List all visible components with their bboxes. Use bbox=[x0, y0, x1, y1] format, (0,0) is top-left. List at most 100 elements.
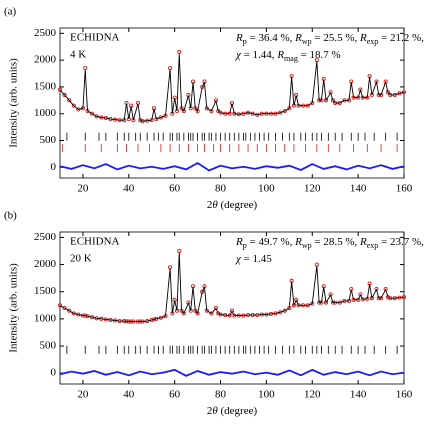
text-run: = 28.5 %, bbox=[312, 236, 360, 248]
text-run: = 18.7 % bbox=[298, 49, 341, 61]
text-run: = 21.2 %, bbox=[378, 32, 424, 44]
text-run: χ bbox=[235, 49, 242, 61]
observed-point bbox=[71, 103, 76, 108]
x-tick-label: 140 bbox=[350, 183, 367, 195]
text-run: R bbox=[359, 236, 367, 248]
text-run: = 23.7 %, bbox=[378, 236, 424, 248]
observed-point bbox=[158, 115, 163, 120]
text-run: exp bbox=[367, 241, 379, 250]
observed-point bbox=[181, 311, 186, 316]
panel-note: ECHIDNA bbox=[70, 32, 120, 44]
text-run: p bbox=[243, 37, 247, 46]
text-run: wp bbox=[302, 37, 312, 46]
text-run: R bbox=[359, 32, 367, 44]
calculated-curve bbox=[59, 252, 405, 323]
x-tick-label: 60 bbox=[169, 183, 181, 195]
observed-point bbox=[229, 308, 235, 313]
x-tick-label: 160 bbox=[396, 183, 413, 195]
observed-point bbox=[181, 108, 186, 114]
y-tick-label: 1500 bbox=[34, 285, 57, 297]
y-tick-label: 1000 bbox=[34, 312, 57, 324]
x-axis-title: 2θ (degree) bbox=[207, 405, 258, 417]
difference-curve bbox=[59, 161, 405, 172]
text-run: R bbox=[235, 32, 243, 44]
observed-point bbox=[57, 87, 63, 92]
text-run: θ bbox=[212, 199, 218, 211]
panel-label: (b) bbox=[4, 210, 17, 222]
text-run: = 1.45 bbox=[241, 253, 272, 265]
text-run: wp bbox=[302, 241, 312, 250]
fit-statistics: χ = 1.45 bbox=[235, 253, 272, 265]
text-run: = 25.5 %, bbox=[312, 32, 360, 44]
fit-statistics: Rp = 36.4 %, Rwp = 25.5 %, Rexp = 21.2 %… bbox=[235, 32, 424, 47]
x-tick-label: 20 bbox=[77, 183, 89, 195]
y-tick-label: 1000 bbox=[34, 107, 57, 119]
x-axis-title: 2θ (degree) bbox=[207, 199, 258, 211]
y-tick-label: 500 bbox=[40, 134, 57, 146]
y-tick-label: 0 bbox=[51, 367, 57, 379]
x-tick-label: 160 bbox=[396, 389, 413, 401]
panel-note: 4 K bbox=[70, 49, 86, 61]
y-tick-label: 500 bbox=[40, 340, 57, 352]
text-run: = 36.4 %, bbox=[247, 32, 295, 44]
x-tick-label: 120 bbox=[304, 183, 321, 195]
text-run: mag bbox=[284, 54, 298, 63]
text-run: 2 bbox=[207, 199, 213, 211]
y-axis-title: Intensity (arb. units) bbox=[8, 263, 20, 353]
observed-point bbox=[62, 92, 67, 98]
y-tick-label: 2500 bbox=[34, 231, 57, 243]
text-run: = 1.44, bbox=[241, 49, 277, 61]
y-tick-label: 0 bbox=[51, 161, 57, 173]
text-run: 2 bbox=[207, 405, 213, 417]
x-tick-label: 140 bbox=[350, 389, 367, 401]
observed-point bbox=[57, 303, 63, 308]
text-run: exp bbox=[367, 37, 379, 46]
observed-point bbox=[209, 108, 214, 114]
plot-frame bbox=[59, 231, 405, 385]
fit-statistics: Rp = 49.7 %, Rwp = 28.5 %, Rexp = 23.7 %… bbox=[235, 236, 424, 251]
text-run: = 49.7 %, bbox=[247, 236, 295, 248]
x-tick-label: 60 bbox=[169, 389, 181, 401]
observed-point bbox=[83, 66, 88, 71]
panel-label: (a) bbox=[4, 6, 17, 18]
text-run: (degree) bbox=[218, 405, 258, 417]
x-tick-label: 40 bbox=[123, 389, 135, 401]
observed-point bbox=[330, 98, 335, 103]
text-run: R bbox=[235, 236, 243, 248]
difference-curve bbox=[59, 368, 405, 377]
y-tick-label: 2500 bbox=[34, 27, 57, 39]
x-tick-label: 120 bbox=[304, 389, 321, 401]
text-run: (degree) bbox=[218, 199, 258, 211]
observed-point bbox=[90, 111, 95, 116]
text-run: χ bbox=[235, 253, 242, 265]
text-run: R bbox=[294, 32, 302, 44]
text-run: R bbox=[276, 49, 284, 61]
y-tick-label: 2000 bbox=[34, 54, 57, 66]
x-tick-label: 100 bbox=[258, 389, 275, 401]
x-tick-label: 80 bbox=[215, 389, 227, 401]
observed-point bbox=[62, 305, 67, 311]
panel-note: ECHIDNA bbox=[70, 236, 120, 248]
x-tick-label: 100 bbox=[258, 183, 275, 195]
plot-frame bbox=[59, 27, 405, 179]
observed-point bbox=[177, 248, 182, 254]
y-axis-title: Intensity (arb. units) bbox=[8, 58, 20, 148]
observed-point bbox=[67, 308, 72, 313]
observed-point bbox=[282, 108, 287, 114]
panel-note: 20 K bbox=[70, 253, 92, 265]
calculated-curve bbox=[59, 53, 405, 122]
text-run: R bbox=[294, 236, 302, 248]
observed-point bbox=[177, 50, 182, 55]
observed-point bbox=[282, 308, 287, 313]
x-tick-label: 40 bbox=[123, 183, 135, 195]
observed-point bbox=[209, 311, 214, 316]
text-run: θ bbox=[212, 405, 218, 417]
x-tick-label: 20 bbox=[77, 389, 89, 401]
text-run: p bbox=[243, 241, 247, 250]
fit-statistics: χ = 1.44, Rmag = 18.7 % bbox=[235, 49, 341, 64]
observed-point bbox=[67, 98, 72, 103]
x-tick-label: 80 bbox=[215, 183, 227, 195]
y-tick-label: 1500 bbox=[34, 80, 57, 92]
y-tick-label: 2000 bbox=[34, 258, 57, 270]
